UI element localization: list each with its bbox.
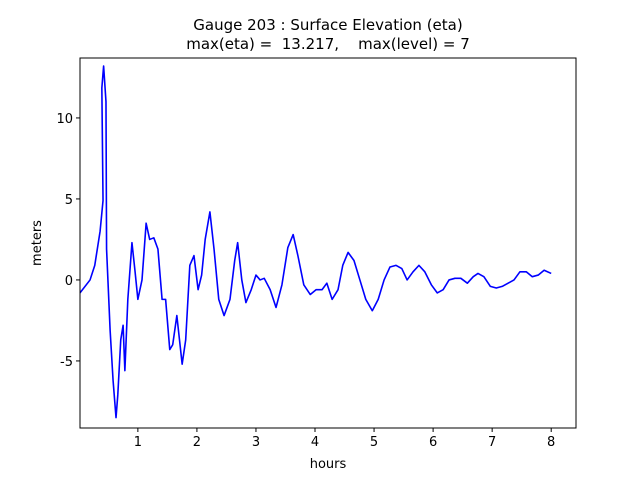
x-tick-label: 2 — [193, 435, 201, 450]
chart-subtitle: max(eta) = 13.217, max(level) = 7 — [186, 35, 470, 53]
x-tick-label: 8 — [547, 435, 555, 450]
x-tick-label: 7 — [488, 435, 496, 450]
y-tick-label: 5 — [65, 193, 73, 208]
plot-frame — [79, 57, 577, 429]
x-tick-label: 5 — [370, 435, 378, 450]
y-tick-label: -5 — [60, 355, 73, 370]
y-tick-label: 0 — [65, 274, 73, 289]
x-tick-label: 4 — [311, 435, 319, 450]
y-tick-label: 10 — [56, 112, 73, 127]
x-tick-label: 3 — [252, 435, 260, 450]
y-axis-label: meters — [30, 220, 45, 266]
x-axis-label: hours — [310, 457, 347, 472]
x-tick-label: 1 — [134, 435, 142, 450]
line-series — [79, 65, 552, 419]
chart-title: Gauge 203 : Surface Elevation (eta) — [193, 16, 462, 34]
x-tick-label: 6 — [429, 435, 437, 450]
